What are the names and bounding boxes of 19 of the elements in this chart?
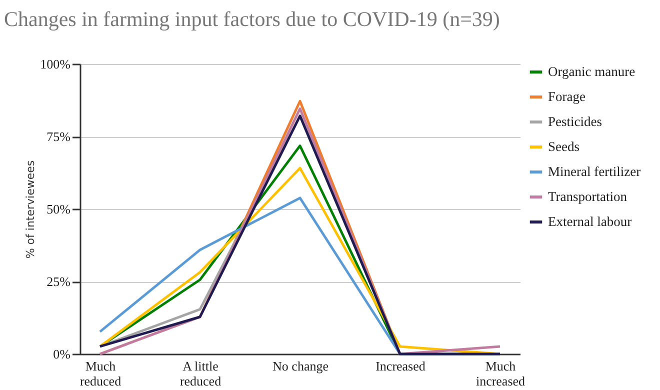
y-tick-label: 0%: [53, 346, 71, 362]
legend-label: Mineral fertilizer: [548, 164, 642, 179]
y-axis-title: % of interviewees: [24, 160, 38, 259]
x-tick-label: Increased: [376, 358, 426, 374]
y-tick-label: 25%: [46, 274, 71, 289]
x-tick-label: A little reduced: [180, 358, 222, 388]
y-tick-label: 75%: [46, 129, 71, 144]
legend-label: Transportation: [548, 189, 628, 204]
legend-label: Seeds: [548, 139, 580, 154]
y-tick-label: 50%: [46, 202, 71, 216]
legend-label: External labour: [548, 214, 632, 229]
x-tick-label: Much increased: [476, 358, 526, 388]
legend-label: Pesticides: [548, 114, 602, 129]
legend-label: Forage: [548, 89, 586, 104]
legend-label: Organic manure: [548, 64, 636, 79]
y-tick-label: 100%: [40, 56, 71, 72]
chart-title: Changes in farming input factors due to COVID-19 (n=39): [4, 7, 500, 31]
x-tick-label: Much reduced: [80, 358, 122, 388]
x-tick-label: No change: [272, 358, 329, 374]
